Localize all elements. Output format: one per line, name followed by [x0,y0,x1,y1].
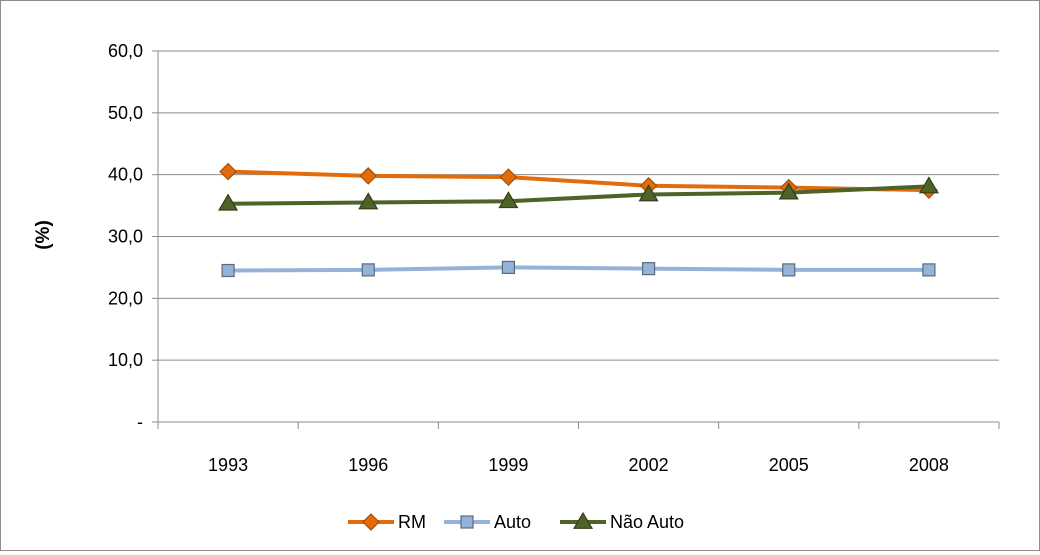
data-point-marker [359,167,378,185]
data-point-marker [918,176,939,194]
data-point-marker [499,168,518,186]
data-point-marker [501,260,516,275]
series-0 [219,162,938,199]
y-tick-labels: - 10,0 20,0 30,0 40,0 50,0 60,0 [108,41,143,432]
axes [152,50,1000,429]
y-tick-label: - [137,412,143,432]
legend-marker [460,515,474,529]
legend-item: Não Auto [560,511,684,532]
data-point-marker [782,263,796,277]
data-point-marker [778,182,799,200]
data-point-marker [218,193,239,211]
series-line [226,169,931,193]
y-tick-label: 60,0 [108,41,143,61]
data-point-marker [638,184,659,202]
x-tick-label: 1993 [208,455,248,475]
series-2 [218,176,939,211]
y-tick-label: 40,0 [108,165,143,185]
data-point-marker [219,162,237,181]
legend-item: RM [348,512,426,532]
data-point-marker [922,263,936,277]
gridlines [158,50,999,361]
y-tick-label: 30,0 [108,227,143,247]
data-point-marker [358,192,379,210]
x-tick-label: 1999 [488,455,528,475]
series-line [226,265,931,273]
data-point-marker [498,191,519,209]
legend-label: RM [398,512,426,532]
series [218,162,939,278]
y-tick-label: 20,0 [108,288,143,308]
y-axis-title: (%) [33,220,54,250]
x-tick-label: 2002 [629,455,669,475]
x-tick-labels: 1993 1996 1999 2002 2005 2008 [208,455,949,475]
legend-marker [572,511,594,529]
data-point-marker [641,262,656,276]
data-point-marker [221,263,235,278]
y-tick-label: 10,0 [108,350,143,370]
legend-item: Auto [444,512,531,532]
legend-label: Auto [494,512,531,532]
legend-label: Não Auto [610,512,684,532]
series-1 [221,260,936,278]
x-tick-label: 1996 [348,455,388,475]
x-tick-label: 2005 [769,455,809,475]
legend: RM Auto Não Auto [348,511,684,532]
data-point-marker [361,263,375,277]
y-tick-label: 50,0 [108,103,143,123]
legend-marker [362,513,380,531]
series-line [226,184,931,206]
x-tick-label: 2008 [909,455,949,475]
